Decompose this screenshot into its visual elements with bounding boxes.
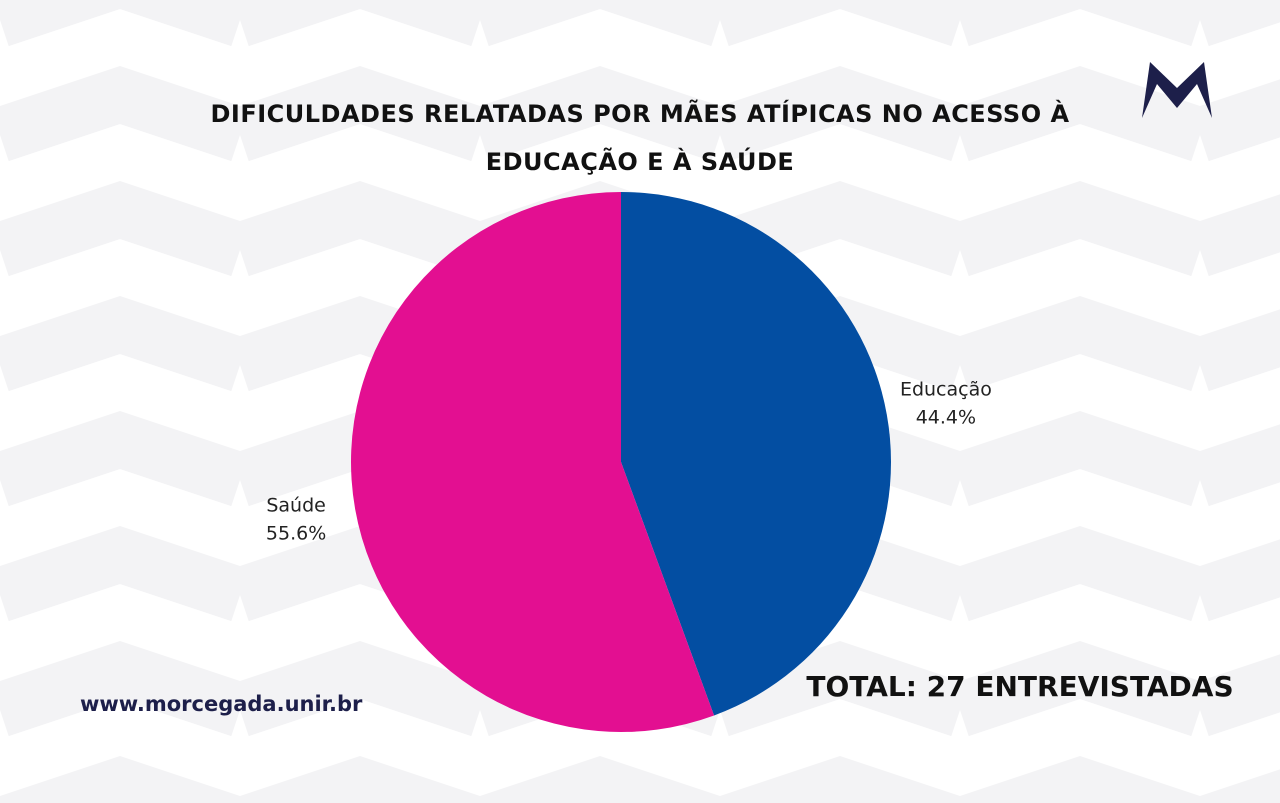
annotation: TOTAL: 27 ENTREVISTADAS	[806, 670, 1234, 703]
footer-url: www.morcegada.unir.br	[80, 692, 363, 716]
slice-label: Educação	[900, 379, 992, 401]
logo	[1142, 62, 1212, 118]
slice-label: Saúde	[266, 494, 326, 516]
pie: Educação 44.4% Saúde 55.6%	[266, 192, 992, 732]
pie-slice	[621, 192, 891, 716]
value-label: 55.6%	[266, 522, 326, 544]
chart-title: DIFICULDADES RELATADAS POR MÃES ATÍPICAS…	[210, 100, 1070, 176]
pie-slice	[350, 192, 715, 732]
value-label: 44.4%	[916, 407, 976, 429]
